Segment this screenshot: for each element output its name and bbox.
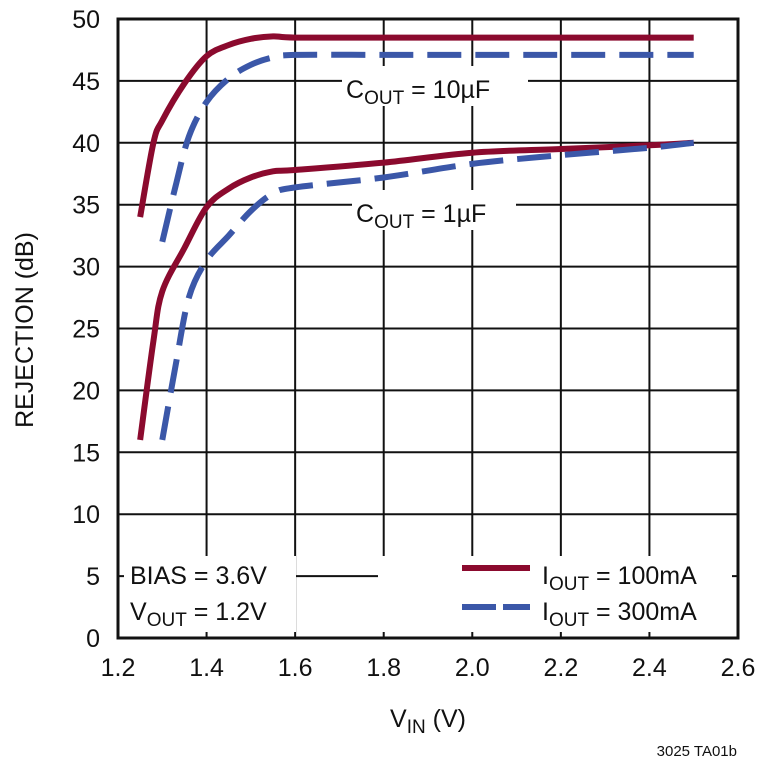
x-axis-ticks: 1.2 1.4 1.6 1.8 2.0 2.2 2.4 2.6: [101, 654, 756, 682]
y-tick-label: 30: [72, 254, 100, 282]
annotation-vout: VOUT = 1.2V: [130, 598, 267, 631]
y-tick-label: 45: [72, 68, 100, 96]
series-line-solid: [137, 33, 694, 218]
legend: IOUT = 100mA IOUT = 300mA: [378, 556, 732, 632]
x-tick-label: 1.6: [278, 654, 313, 682]
annotation-bg: [342, 66, 528, 106]
x-tick-label: 1.8: [366, 654, 401, 682]
conditions-bg: [124, 556, 296, 632]
y-tick-label: 25: [72, 316, 100, 344]
series-line-solid: [137, 139, 694, 441]
annotation-bg: [352, 190, 516, 230]
plot-frame: [116, 17, 740, 640]
x-tick-label: 1.4: [189, 654, 224, 682]
annotation-cout-10uf: COUT = 10µF: [346, 76, 490, 109]
x-tick-label: 1.2: [101, 654, 136, 682]
y-tick-label: 20: [72, 377, 100, 405]
grid-lines: [117, 18, 739, 639]
y-tick-label: 10: [72, 501, 100, 529]
y-tick-label: 35: [72, 192, 100, 220]
y-tick-label: 50: [72, 6, 100, 34]
x-tick-label: 2.6: [721, 654, 756, 682]
x-tick-label: 2.2: [543, 654, 578, 682]
y-axis-label: REJECTION (dB): [11, 232, 39, 428]
figure-id: 3025 TA01b: [657, 743, 737, 760]
x-axis-label: VIN (V): [390, 705, 466, 738]
x-tick-label: 2.4: [632, 654, 667, 682]
annotation-cout-1uf: COUT = 1µF: [356, 200, 486, 233]
y-tick-label: 40: [72, 130, 100, 158]
x-tick-label: 2.0: [455, 654, 490, 682]
y-tick-label: 0: [86, 625, 100, 653]
data-curves: [137, 33, 695, 441]
y-tick-label: 15: [72, 439, 100, 467]
y-axis-ticks: 0 5 10 15 20 25 30 35 40 45 50: [72, 6, 100, 653]
series-line-dashed: [159, 51, 694, 243]
series-line-dashed: [159, 139, 695, 441]
legend-label-100ma: IOUT = 100mA: [542, 562, 697, 595]
legend-label-300ma: IOUT = 300mA: [542, 598, 697, 631]
annotation-bias: BIAS = 3.6V: [130, 562, 267, 590]
y-tick-label: 5: [86, 563, 100, 591]
